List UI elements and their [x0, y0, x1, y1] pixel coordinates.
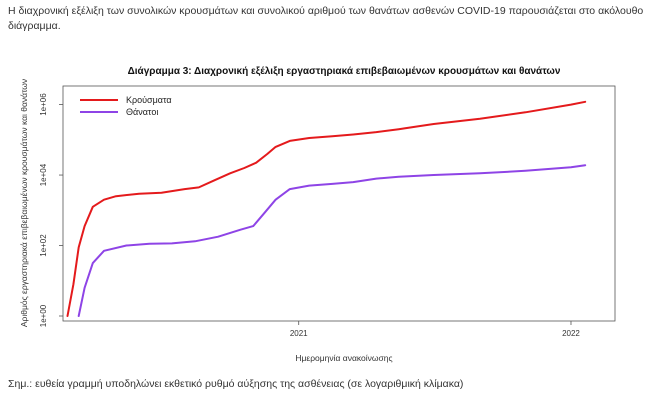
- intro-text: Η διαχρονική εξέλιξη των συνολικών κρουσ…: [8, 5, 644, 32]
- legend-label: Θάνατοι: [126, 107, 158, 117]
- series-line-1: [77, 164, 587, 317]
- legend-label: Κρούσματα: [126, 95, 172, 105]
- y-tick-label: 1e+02: [39, 234, 48, 257]
- y-tick-label: 1e+04: [39, 163, 48, 186]
- legend: Κρούσματα Θάνατοι: [80, 95, 172, 117]
- footnote: Σημ.: ευθεία γραμμή υποδηλώνει εκθετικό …: [8, 378, 464, 390]
- x-axis: 2021 2022: [290, 321, 580, 338]
- plot-frame: [62, 85, 616, 322]
- x-axis-label: Ημερομηνία ανακοίνωσης: [295, 353, 392, 363]
- y-axis-label: Αριθμός εργαστηριακά επιβεβαιωμένων κρου…: [19, 79, 29, 327]
- y-tick-label: 1e+06: [39, 93, 48, 116]
- y-axis: 1e+00 1e+02 1e+04 1e+06: [39, 93, 63, 327]
- series-line-0: [66, 100, 587, 317]
- x-tick-label: 2021: [290, 329, 308, 338]
- y-tick-label: 1e+00: [39, 304, 48, 327]
- series-layer: [66, 100, 587, 317]
- x-tick-label: 2022: [562, 329, 580, 338]
- chart-title: Διάγραμμα 3: Διαχρονική εξέλιξη εργαστηρ…: [128, 66, 561, 77]
